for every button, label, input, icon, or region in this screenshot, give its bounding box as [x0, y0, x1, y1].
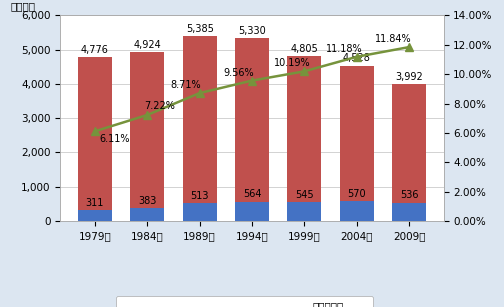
管理職比率…
①÷（①＋②）: [301, 69, 307, 73]
Text: 4,924: 4,924: [134, 40, 161, 50]
Bar: [130, 52, 164, 221]
Bar: [287, 202, 322, 221]
Text: 4,528: 4,528: [343, 53, 370, 64]
Bar: [340, 201, 374, 221]
Text: 6.11%: 6.11%: [99, 134, 130, 144]
管理職比率…
①÷（①＋②）: [144, 113, 150, 117]
Bar: [340, 66, 374, 221]
管理職比率…
①÷（①＋②）: [197, 91, 203, 95]
Text: 513: 513: [191, 191, 209, 201]
Text: 570: 570: [347, 189, 366, 199]
Text: （千人）: （千人）: [11, 1, 36, 11]
Bar: [392, 84, 426, 221]
管理職比率…
①÷（①＋②）: [406, 45, 412, 49]
Text: 10.19%: 10.19%: [274, 58, 310, 68]
Text: 8.71%: 8.71%: [171, 80, 202, 90]
Bar: [235, 202, 269, 221]
Text: 9.56%: 9.56%: [223, 68, 254, 78]
Text: 3,992: 3,992: [395, 72, 423, 82]
Text: 545: 545: [295, 190, 313, 200]
Text: 11.18%: 11.18%: [327, 44, 363, 53]
Bar: [182, 37, 217, 221]
Bar: [392, 203, 426, 221]
Line: 管理職比率…
①÷（①＋②）: 管理職比率… ①÷（①＋②）: [91, 43, 413, 135]
Text: 11.84%: 11.84%: [375, 34, 412, 44]
Legend: 部長＋課長…①, 非職階…②, 管理職比率…
①÷（①＋②）: 部長＋課長…①, 非職階…②, 管理職比率… ①÷（①＋②）: [116, 296, 373, 307]
Bar: [130, 208, 164, 221]
Bar: [78, 210, 112, 221]
Text: 7.22%: 7.22%: [145, 101, 175, 111]
管理職比率…
①÷（①＋②）: [354, 55, 360, 59]
Bar: [287, 56, 322, 221]
Text: 564: 564: [243, 189, 261, 199]
管理職比率…
①÷（①＋②）: [92, 130, 98, 133]
Bar: [235, 38, 269, 221]
Text: 4,776: 4,776: [81, 45, 109, 55]
Text: 5,330: 5,330: [238, 26, 266, 36]
Text: 536: 536: [400, 190, 418, 200]
管理職比率…
①÷（①＋②）: [249, 79, 255, 82]
Text: 5,385: 5,385: [185, 24, 214, 34]
Text: 311: 311: [86, 198, 104, 208]
Bar: [182, 204, 217, 221]
Text: 4,805: 4,805: [290, 44, 318, 54]
Text: 383: 383: [138, 196, 156, 205]
Bar: [78, 57, 112, 221]
